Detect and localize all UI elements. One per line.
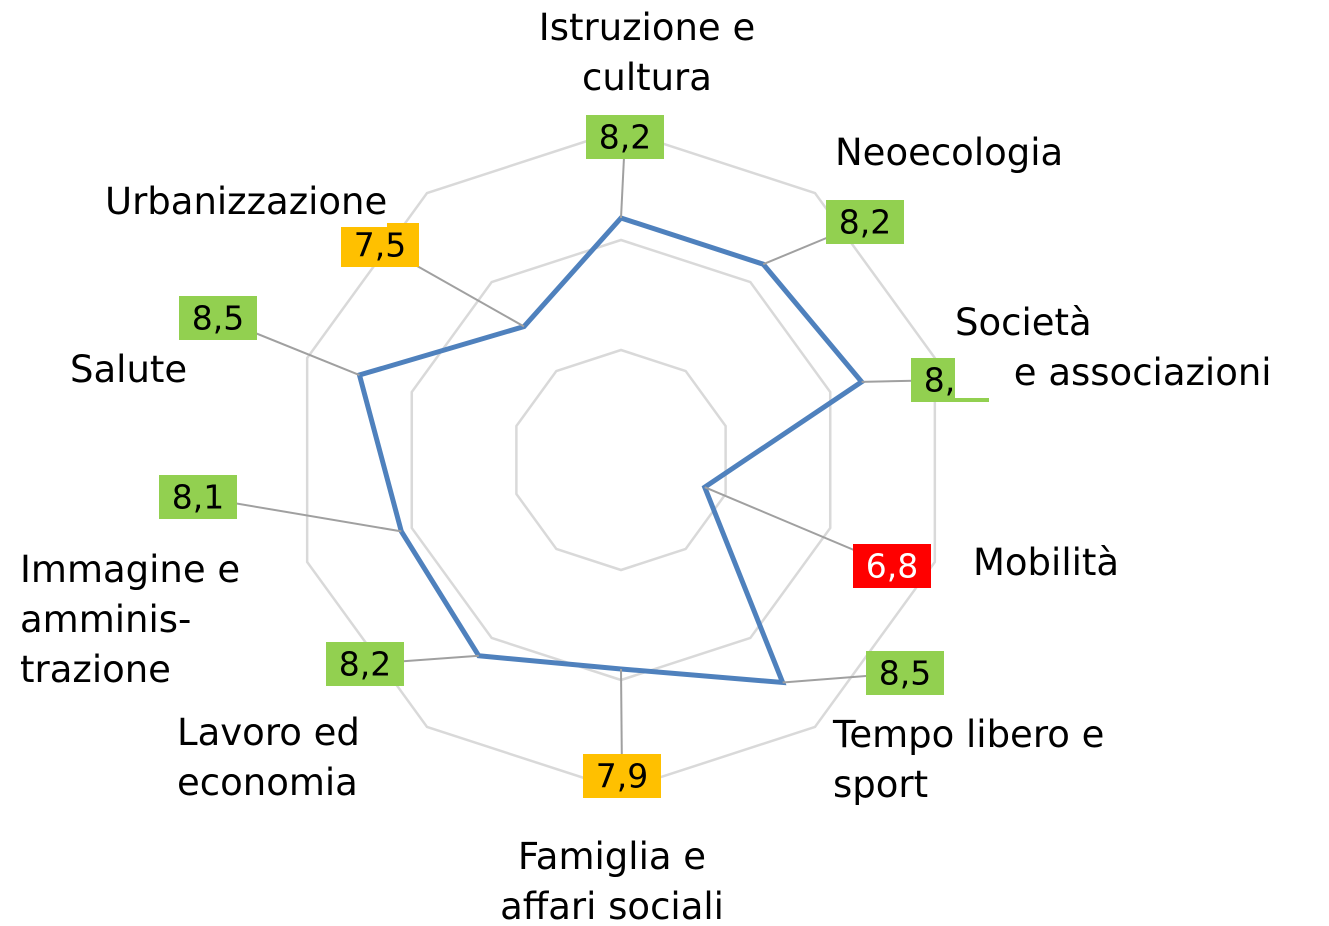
- value-label-box: [159, 475, 237, 519]
- value-label: 7,5: [354, 226, 406, 265]
- value-label: 8,2: [339, 645, 391, 684]
- category-label: Società e associazioni: [955, 298, 1272, 398]
- value-label: 8,5: [192, 299, 244, 338]
- category-label: Istruzione e cultura: [522, 3, 772, 103]
- value-label-box: [826, 200, 904, 244]
- value-label: 8,1: [172, 478, 224, 517]
- category-label: Lavoro ed economia: [177, 708, 360, 808]
- value-label-box: [853, 544, 931, 588]
- category-label: Immagine e amminis- trazione: [20, 545, 241, 695]
- value-label: 7,9: [596, 757, 648, 796]
- grid-ring: [515, 348, 727, 572]
- category-label: Neoecologia: [835, 128, 1064, 178]
- category-label: Famiglia e affari sociali: [482, 832, 742, 926]
- grid-ring: [410, 238, 832, 682]
- value-label-box: [326, 642, 404, 686]
- category-label: Mobilità: [973, 538, 1120, 588]
- value-label-box: [586, 115, 664, 159]
- value-label: 8,5: [879, 654, 931, 693]
- category-label: Salute: [70, 345, 188, 395]
- value-label-box: [866, 651, 944, 695]
- value-label-box: [341, 223, 419, 267]
- category-label: Tempo libero e sport: [833, 710, 1105, 810]
- value-label: 8,2: [599, 118, 651, 157]
- value-label: 6,8: [866, 547, 918, 586]
- value-label-box: [583, 754, 661, 798]
- value-label: 8,2: [839, 203, 891, 242]
- value-label-box: [179, 296, 257, 340]
- data-line: [356, 215, 866, 686]
- category-label: Urbanizzazione: [105, 177, 388, 227]
